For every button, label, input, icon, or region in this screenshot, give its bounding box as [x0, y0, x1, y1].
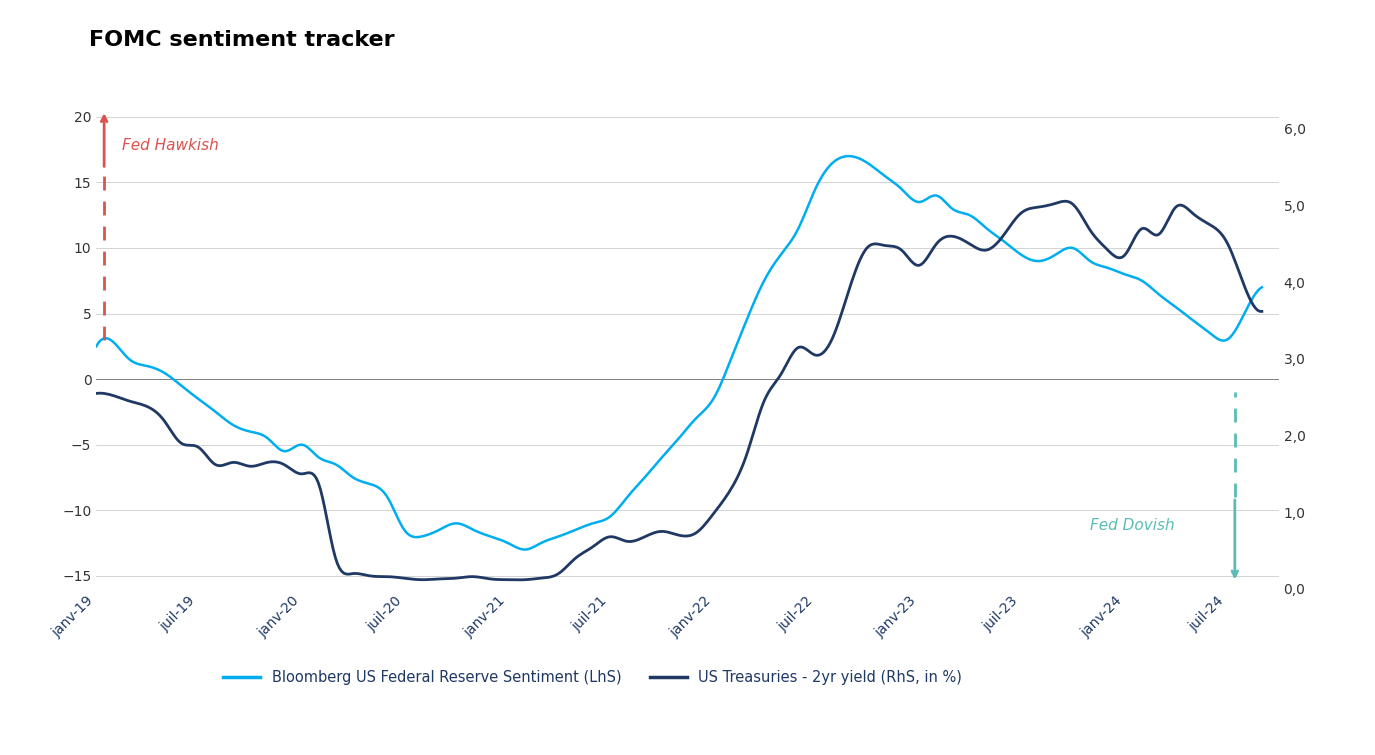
Legend: Bloomberg US Federal Reserve Sentiment (LhS), US Treasuries - 2yr yield (RhS, in: Bloomberg US Federal Reserve Sentiment (… — [217, 664, 968, 692]
Text: Fed Hawkish: Fed Hawkish — [121, 137, 219, 153]
Text: FOMC sentiment tracker: FOMC sentiment tracker — [89, 30, 395, 50]
Text: Fed Dovish: Fed Dovish — [1090, 518, 1174, 533]
